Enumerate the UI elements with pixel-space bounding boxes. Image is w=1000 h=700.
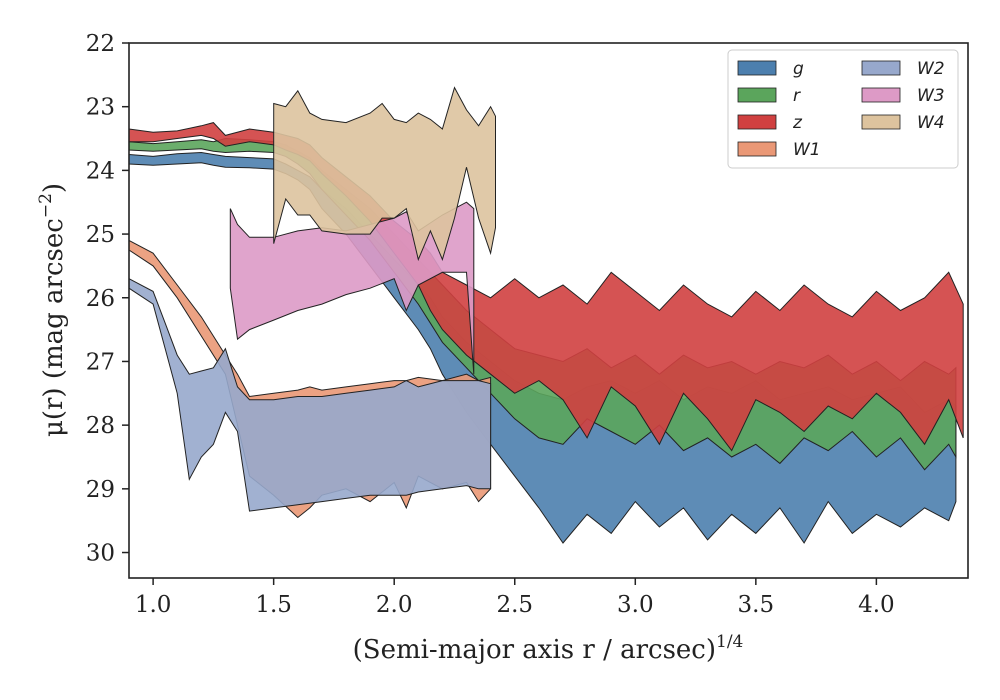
legend-swatch-r [737,87,777,103]
x-axis-label: (Semi-major axis r / arcsec)1/4 [353,632,744,665]
legend-label-g: g [793,59,804,79]
y-axis-label-suffix: ) [39,183,69,193]
x-tick-label: 4.0 [858,592,895,618]
x-axis-label-text: (Semi-major axis r / arcsec) [353,635,716,665]
x-tick-label: 3.5 [738,592,775,618]
series-layer [128,86,964,544]
y-tick-label: 25 [86,222,115,248]
y-tick-label: 27 [86,349,115,375]
x-tick-label: 3.0 [617,592,654,618]
x-tick-label: 1.5 [255,592,292,618]
y-tick-label: 29 [86,477,115,503]
y-axis-label-text: μ(r) (mag arcsec [39,218,69,437]
legend-swatch-w1 [737,141,777,157]
legend-label-w3: W3 [917,86,945,106]
legend-label-r: r [793,86,801,106]
x-tick-label: 1.0 [135,592,172,618]
legend-label-w2: W2 [917,59,945,79]
series-band-w3 [229,201,475,375]
legend: grz W1 W2 W3 W4 [727,49,959,169]
series-band-w2 [128,277,492,512]
y-tick-label: 22 [86,31,115,57]
legend-swatch-g [737,60,777,76]
legend-swatch-w3 [861,87,901,103]
x-tick-label: 2.5 [496,592,533,618]
legend-swatch-z [737,114,777,130]
y-tick-label: 23 [86,95,115,121]
legend-label-z: z [792,113,803,133]
legend-swatch-w4 [861,114,901,130]
ticks-layer: 1.0 1.5 2.0 2.5 3.0 3.5 4.0 22 23 24 25 26 27 28 29 30 [86,31,895,618]
legend-swatch-w2 [861,60,901,76]
axes-frame [128,42,969,579]
legend-frame [727,49,959,169]
x-axis-label-exponent: 1/4 [716,632,743,652]
y-tick-label: 30 [86,541,115,567]
y-tick-label: 26 [86,286,115,312]
series-band-w4 [273,86,496,262]
x-tick-label: 2.0 [376,592,413,618]
legend-label-w1: W1 [793,140,821,160]
y-tick-label: 28 [86,413,115,439]
y-axis-label: μ(r) (mag arcsec−2) [36,183,69,437]
legend-label-w4: W4 [917,113,945,133]
y-axis-label-exponent: −2 [36,193,56,218]
y-tick-label: 24 [86,158,115,184]
